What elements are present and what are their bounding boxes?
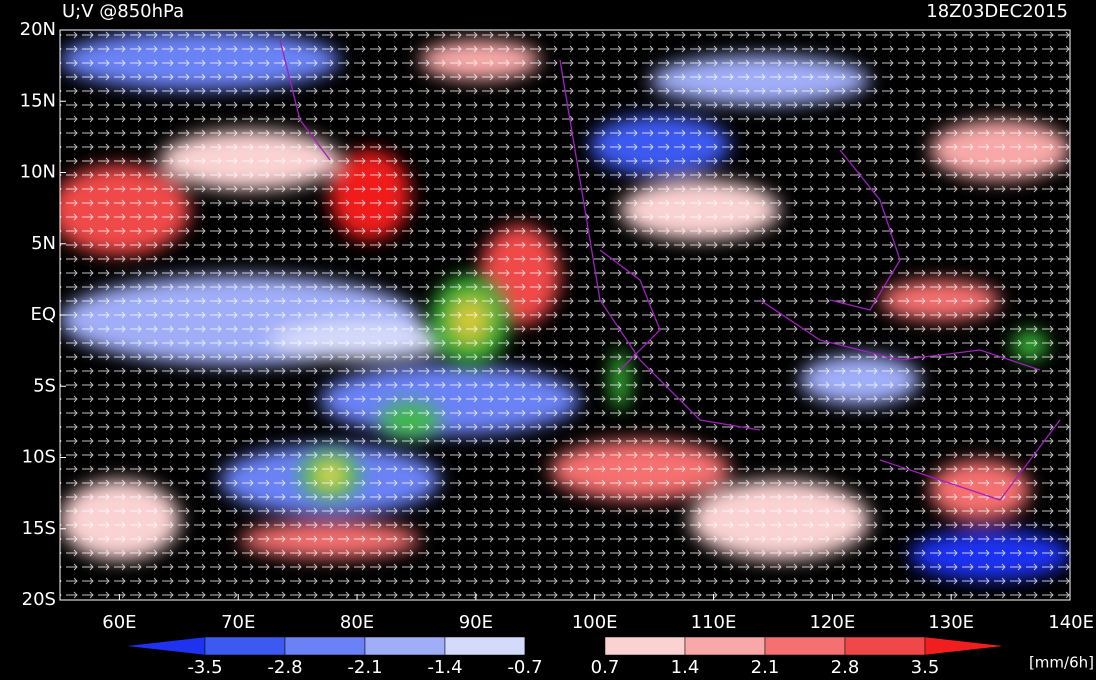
colorbar-swatch	[604, 636, 686, 656]
colorbar-label: -3.5	[187, 657, 222, 678]
colorbar-swatch	[364, 636, 446, 656]
colorbar-label: -0.7	[507, 657, 542, 678]
lat-label: 5N	[31, 233, 56, 254]
field	[60, 30, 1070, 600]
lon-label: 70E	[221, 612, 255, 633]
colorbar-label: 0.7	[591, 657, 620, 678]
colorbar: -3.5 -2.8 -2.1 -1.4 -0.7 0.7 1.4 2.1 2.8 3.5 [mm/6…	[124, 636, 1094, 678]
lon-label: 110E	[691, 612, 737, 633]
colorbar-label: -2.1	[347, 657, 382, 678]
axes: 20N 15N 10N 5N EQ 5S 10S 15S 20S 60E 70E 80E 90E 100E…	[20, 19, 1094, 633]
colorbar-swatch	[204, 636, 286, 656]
lon-label: 90E	[459, 612, 493, 633]
colorbar-label: 1.4	[671, 657, 700, 678]
title: U;V @850hPa	[62, 1, 184, 22]
lon-label: 130E	[928, 612, 974, 633]
lon-label: 120E	[809, 612, 855, 633]
lat-label: 5S	[33, 375, 56, 396]
colorbar-swatch	[924, 636, 1006, 656]
colorbar-label: -2.8	[267, 657, 302, 678]
lat-label: 20N	[20, 19, 56, 40]
colorbar-label: 2.1	[751, 657, 780, 678]
lon-label: 140E	[1048, 612, 1094, 633]
lon-label: 100E	[572, 612, 618, 633]
lat-label: 20S	[22, 589, 56, 610]
coastlines	[279, 39, 1061, 501]
lat-label: 15N	[20, 90, 56, 111]
colorbar-label: 2.8	[831, 657, 860, 678]
colorbar-swatch	[844, 636, 926, 656]
colorbar-label: 3.5	[911, 657, 940, 678]
lat-label: 10S	[22, 447, 56, 468]
wind-vectors	[60, 30, 1070, 600]
colorbar-swatch	[684, 636, 766, 656]
lon-label: 80E	[340, 612, 374, 633]
lat-label: EQ	[30, 304, 56, 325]
colorbar-unit: [mm/6h]	[1029, 654, 1094, 672]
colorbar-label: -1.4	[427, 657, 462, 678]
colorbar-swatch	[764, 636, 846, 656]
lat-label: 15S	[22, 518, 56, 539]
lat-label: 10N	[20, 162, 56, 183]
colorbar-swatch	[124, 636, 206, 656]
lon-label: 60E	[102, 612, 136, 633]
colorbar-swatch	[284, 636, 366, 656]
colorbar-swatch	[524, 636, 606, 656]
time-stamp: 18Z03DEC2015	[926, 1, 1068, 22]
colorbar-swatch	[444, 636, 526, 656]
